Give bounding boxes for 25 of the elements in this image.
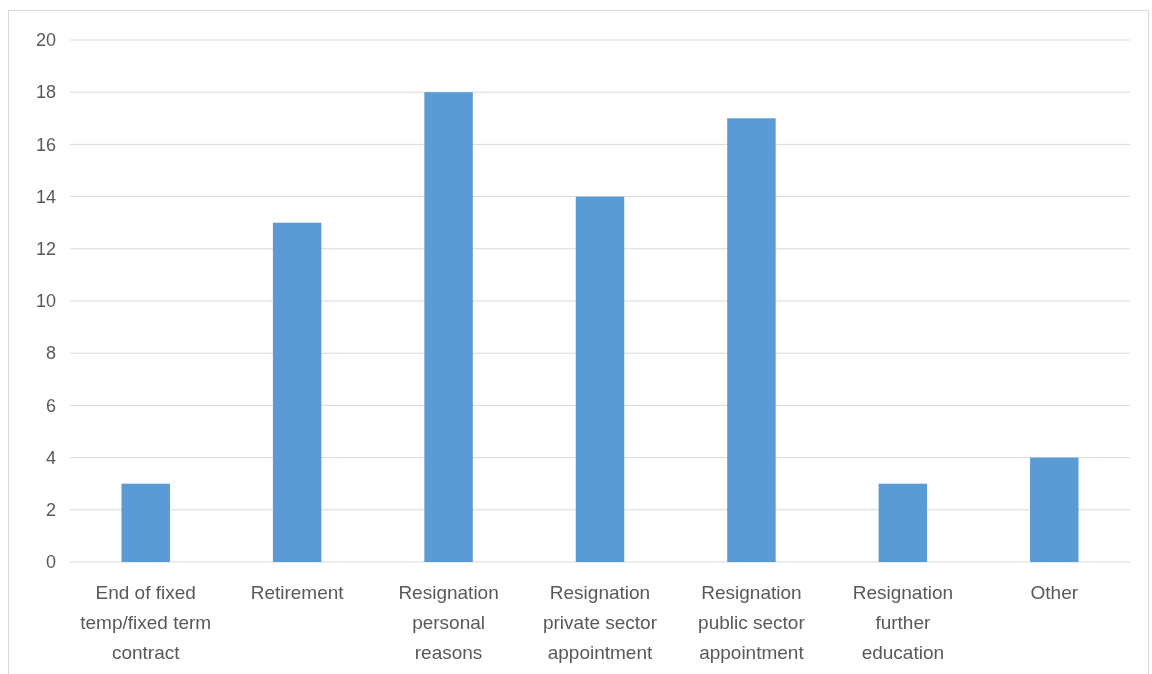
y-tick-label: 20	[35, 30, 56, 51]
y-tick-label: 4	[45, 447, 56, 468]
bar	[575, 196, 625, 562]
x-tick-label: Resignation public sector appointment	[698, 582, 806, 663]
y-tick-label: 12	[35, 239, 56, 260]
y-tick-label: 16	[35, 134, 56, 155]
y-tick-label: 2	[45, 500, 56, 521]
x-tick-label: Retirement	[250, 582, 345, 603]
bar	[878, 483, 928, 562]
y-tick-label: 0	[45, 552, 56, 573]
bar	[272, 222, 322, 562]
bar	[727, 118, 776, 562]
x-tick-label: Resignation private sector appointment	[542, 582, 658, 663]
bar	[121, 483, 170, 562]
x-tick-label: Other	[1030, 582, 1079, 603]
x-tick-label: Resignation further education	[852, 582, 954, 663]
x-tick-label: Resignation personal reasons	[398, 582, 499, 663]
y-tick-label: 18	[35, 82, 56, 103]
y-tick-label: 14	[35, 186, 56, 207]
y-tick-label: 10	[35, 291, 56, 312]
y-tick-label: 6	[45, 395, 56, 416]
bar	[424, 92, 473, 562]
bar	[1030, 457, 1079, 562]
y-tick-label: 8	[45, 343, 56, 364]
x-tick-label: End of fixed temp/fixed term contract	[80, 582, 212, 663]
